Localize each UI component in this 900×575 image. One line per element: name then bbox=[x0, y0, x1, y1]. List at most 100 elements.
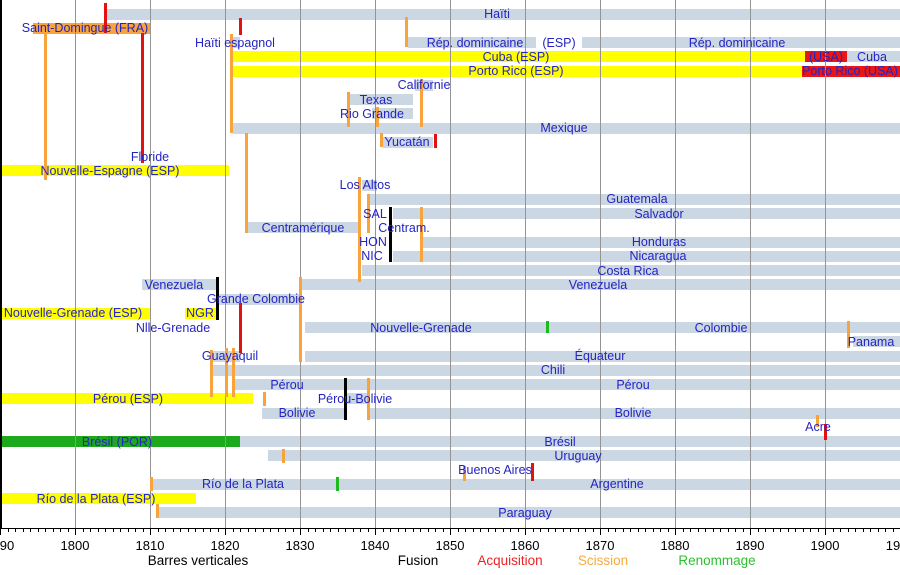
event-line-black bbox=[388, 207, 392, 262]
decade-gridline bbox=[525, 0, 526, 528]
axis-minor-tick bbox=[615, 528, 616, 532]
event-line-orange bbox=[462, 466, 466, 481]
bar-label: Colombie bbox=[694, 320, 748, 335]
axis-minor-tick bbox=[390, 528, 391, 532]
axis-minor-tick bbox=[157, 528, 159, 532]
axis-minor-tick bbox=[105, 528, 106, 532]
axis-minor-tick bbox=[892, 528, 894, 532]
bar-label: Floride bbox=[130, 149, 170, 164]
axis-minor-tick bbox=[555, 528, 556, 532]
event-line-orange bbox=[209, 350, 213, 397]
axis-major-tick bbox=[150, 528, 151, 535]
axis-minor-tick bbox=[330, 528, 331, 532]
event-line-red bbox=[140, 33, 144, 163]
axis-minor-tick bbox=[180, 528, 181, 532]
axis-year-label: 1800 bbox=[60, 538, 90, 553]
axis-minor-tick bbox=[502, 528, 504, 532]
bar-label: Haïti espagnol bbox=[195, 35, 275, 50]
axis-minor-tick bbox=[720, 528, 721, 532]
event-line-orange bbox=[419, 79, 423, 127]
axis-minor-tick bbox=[577, 528, 579, 532]
event-line-orange bbox=[366, 194, 370, 233]
axis-minor-tick bbox=[645, 528, 646, 532]
timeline-bar bbox=[0, 393, 253, 405]
timeline-bar bbox=[370, 193, 900, 205]
axis-year-label: 1810 bbox=[135, 538, 165, 553]
axis-minor-tick bbox=[585, 528, 586, 532]
event-line-orange bbox=[231, 348, 235, 397]
bar-label: Honduras bbox=[631, 235, 687, 250]
bar-label: Río de la Plata (ESP) bbox=[36, 491, 156, 506]
axis-minor-tick bbox=[187, 528, 189, 532]
axis-minor-tick bbox=[780, 528, 781, 532]
timeline-bar bbox=[233, 51, 805, 63]
timeline-bar bbox=[582, 37, 900, 48]
decade-gridline bbox=[600, 0, 601, 528]
timeline-bar bbox=[240, 436, 900, 448]
axis-minor-tick bbox=[817, 528, 819, 532]
axis-year-label: 1880 bbox=[660, 538, 690, 553]
timeline-bar bbox=[0, 493, 196, 505]
timeline-bar bbox=[233, 37, 240, 48]
legend-item-renommage: Renommage bbox=[678, 553, 756, 568]
axis-minor-tick bbox=[360, 528, 361, 532]
bar-label: Paraguay bbox=[498, 505, 552, 520]
axis-minor-tick bbox=[352, 528, 354, 532]
axis-minor-tick bbox=[540, 528, 541, 532]
bar-label: Nouvelle-Grenade bbox=[370, 320, 472, 335]
timeline-bar bbox=[408, 37, 536, 48]
axis-minor-tick bbox=[120, 528, 121, 532]
axis-minor-tick bbox=[337, 528, 339, 532]
axis-minor-tick bbox=[142, 528, 144, 532]
decade-gridline bbox=[300, 0, 301, 528]
axis-minor-tick bbox=[82, 528, 84, 532]
bar-label: Saint-Domingue (FRA) bbox=[21, 21, 149, 36]
event-line-red bbox=[433, 134, 437, 148]
axis-minor-tick bbox=[382, 528, 384, 532]
axis-minor-tick bbox=[315, 528, 316, 532]
axis-minor-tick bbox=[172, 528, 174, 532]
x-axis-line bbox=[0, 528, 900, 529]
timeline-bar bbox=[421, 236, 900, 248]
axis-minor-tick bbox=[592, 528, 594, 532]
axis-minor-tick bbox=[367, 528, 369, 532]
timeline-bar bbox=[262, 407, 345, 419]
axis-major-tick bbox=[0, 528, 1, 535]
axis-minor-tick bbox=[30, 528, 31, 532]
axis-minor-tick bbox=[727, 528, 729, 532]
axis-major-tick bbox=[375, 528, 376, 535]
axis-minor-tick bbox=[195, 528, 196, 532]
event-line-orange bbox=[346, 92, 350, 127]
axis-major-tick bbox=[450, 528, 451, 535]
axis-minor-tick bbox=[210, 528, 211, 532]
axis-minor-tick bbox=[787, 528, 789, 532]
bar-label: Rio Grande bbox=[340, 106, 404, 121]
bar-label: Équateur bbox=[574, 349, 626, 364]
timeline-bar bbox=[217, 293, 300, 305]
axis-minor-tick bbox=[22, 528, 24, 532]
axis-minor-tick bbox=[67, 528, 69, 532]
axis-year-label: 1860 bbox=[510, 538, 540, 553]
chart-left-border bbox=[0, 0, 2, 528]
axis-year-label: 19 bbox=[885, 538, 900, 553]
bar-label: Nicaragua bbox=[629, 249, 687, 264]
bar-label: Acre bbox=[805, 420, 831, 435]
axis-minor-tick bbox=[427, 528, 429, 532]
decade-gridline bbox=[225, 0, 226, 528]
timeline-bar bbox=[142, 279, 217, 291]
axis-year-label: 1900 bbox=[810, 538, 840, 553]
bar-label: Pérou-Bolivie bbox=[317, 391, 393, 406]
event-line-black bbox=[215, 277, 219, 320]
timeline-bar bbox=[393, 208, 900, 220]
axis-minor-tick bbox=[712, 528, 714, 532]
axis-minor-tick bbox=[37, 528, 39, 532]
timeline-bar bbox=[247, 222, 358, 234]
bar-label: Nouvelle-Grenade (ESP) bbox=[3, 306, 143, 321]
axis-minor-tick bbox=[52, 528, 54, 532]
timeline-bar bbox=[847, 51, 900, 63]
timeline-bar bbox=[107, 8, 900, 20]
axis-year-label: 90 bbox=[0, 538, 15, 553]
axis-minor-tick bbox=[637, 528, 639, 532]
axis-minor-tick bbox=[165, 528, 166, 532]
